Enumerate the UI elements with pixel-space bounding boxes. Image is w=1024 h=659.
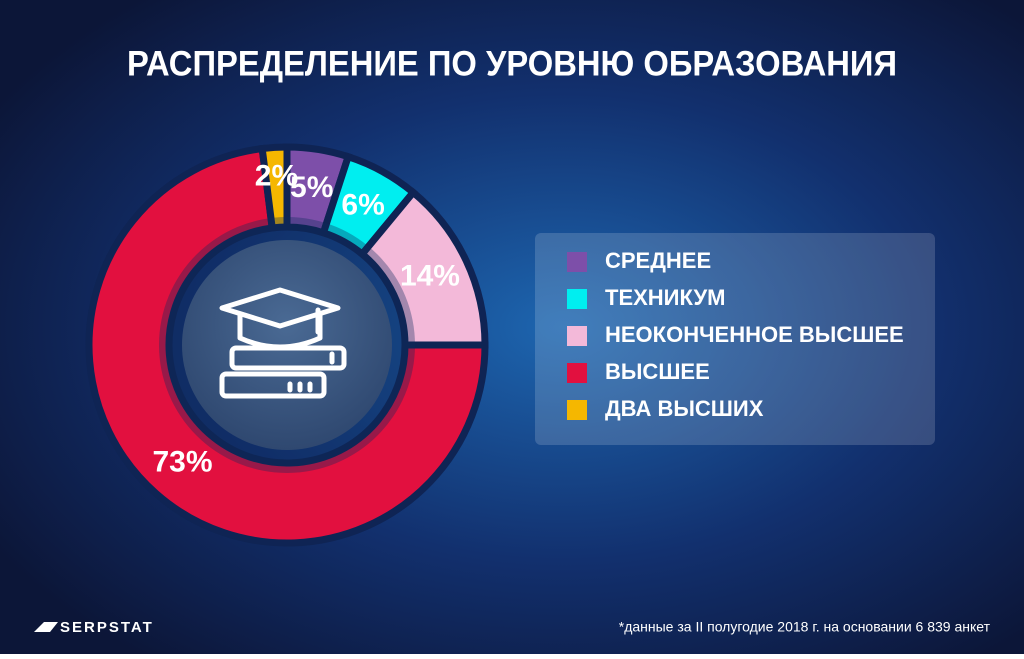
legend-label: ДВА ВЫСШИХ xyxy=(605,396,764,421)
legend-swatch xyxy=(567,363,587,383)
legend-swatch xyxy=(567,252,587,272)
legend-swatch xyxy=(567,400,587,420)
value-label: 73% xyxy=(152,445,212,478)
donut-slice xyxy=(258,143,291,232)
value-label: 5% xyxy=(290,171,333,204)
legend-box xyxy=(535,233,935,445)
donut-slice xyxy=(85,144,489,547)
legend-label: ВЫСШЕЕ xyxy=(605,359,710,384)
value-label: 14% xyxy=(400,260,460,293)
chart-title: РАСПРЕДЕЛЕНИЕ ПО УРОВНЮ ОБРАЗОВАНИЯ xyxy=(127,44,897,83)
legend-swatch xyxy=(567,289,587,309)
legend: СРЕДНЕЕ ТЕХНИКУМ НЕОКОНЧЕННОЕ ВЫСШЕЕ ВЫСШЕЕ… xyxy=(567,248,904,421)
value-label: 6% xyxy=(341,188,384,221)
value-label: 2% xyxy=(255,159,298,192)
brand: SERPSTAT xyxy=(60,619,154,636)
legend-label: СРЕДНЕЕ xyxy=(605,248,711,273)
legend-label: НЕОКОНЧЕННОЕ ВЫСШЕЕ xyxy=(605,322,904,347)
legend-label: ТЕХНИКУМ xyxy=(605,285,725,310)
donut: 5%6% 14% 73% 2% xyxy=(85,143,489,547)
brand-logo xyxy=(34,622,58,632)
legend-swatch xyxy=(567,326,587,346)
footnote: *данные за II полугодие 2018 г. на основ… xyxy=(619,619,991,635)
graduation-icon xyxy=(219,287,347,399)
